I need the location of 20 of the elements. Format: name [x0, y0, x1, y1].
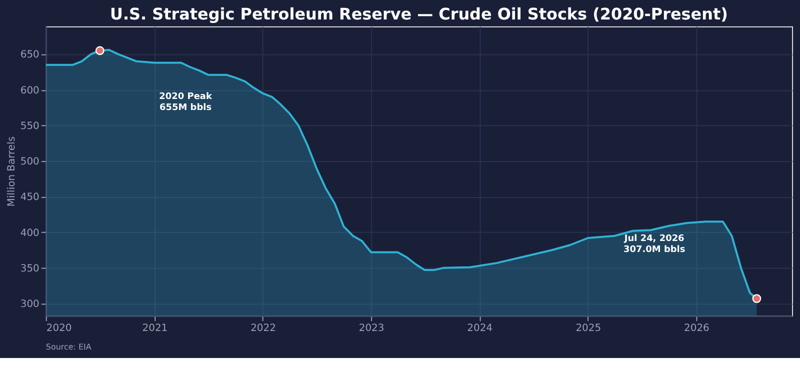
y-tick-label: 500 [20, 156, 40, 168]
x-tick-label: 2021 [142, 323, 168, 334]
y-tick-label: 350 [20, 263, 40, 274]
x-tick-label: 2020 [46, 323, 72, 334]
annotation: Jul 24, 2026 307.0M bbls [623, 234, 686, 255]
y-tick-label: 600 [20, 85, 40, 96]
y-tick-label: 550 [20, 120, 40, 132]
x-tick-label: 2024 [467, 323, 493, 334]
y-tick-label: 650 [20, 50, 40, 61]
x-tick-label: 2025 [576, 323, 602, 334]
x-tick-label: 2023 [358, 323, 384, 334]
x-tick-label: 2022 [250, 323, 276, 334]
y-axis-title: Million Barrels [6, 136, 18, 207]
annotation: 2020 Peak 655M bbls [159, 92, 213, 114]
y-tick-label: 400 [20, 228, 40, 239]
x-tick-label: 2026 [684, 323, 710, 334]
y-tick-label: 450 [20, 192, 40, 204]
y-tick-label: 300 [20, 299, 40, 310]
source-note: Source: EIA [46, 342, 92, 352]
chart-title: U.S. Strategic Petroleum Reserve — Crude Oil Stocks (2020-Present) [110, 4, 728, 24]
